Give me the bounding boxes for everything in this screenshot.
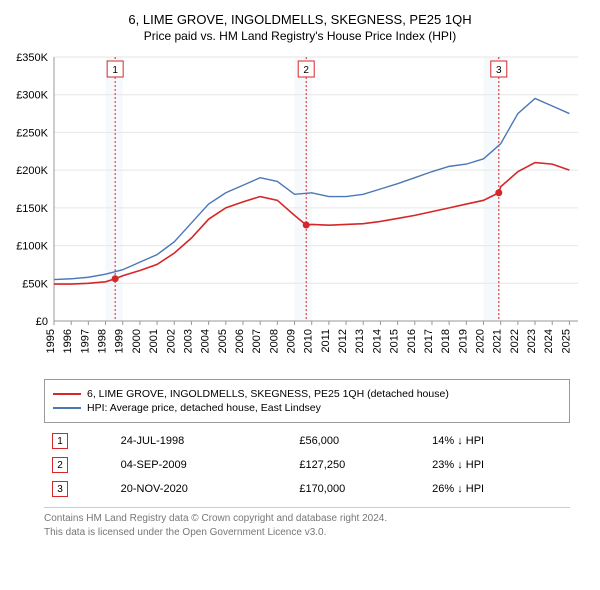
y-tick-label: £50K [22,278,48,290]
event-number-marker: 3 [52,481,68,497]
event-delta: 26% ↓ HPI [424,477,570,501]
x-tick-label: 2013 [354,329,366,353]
chart-title: 6, LIME GROVE, INGOLDMELLS, SKEGNESS, PE… [10,12,590,27]
legend-swatch [53,393,81,395]
year-band [484,57,501,321]
x-tick-label: 2011 [320,329,332,353]
year-band [295,57,312,321]
x-tick-label: 2006 [234,329,246,353]
y-tick-label: £200K [16,165,48,177]
x-tick-label: 2019 [457,329,469,353]
event-marker-label: 1 [112,65,118,76]
x-tick-label: 2012 [337,329,349,353]
x-tick-label: 2018 [440,329,452,353]
x-tick-label: 2014 [371,329,383,353]
y-tick-label: £100K [16,241,48,253]
x-tick-label: 1997 [79,329,91,353]
event-delta: 14% ↓ HPI [424,429,570,453]
x-tick-label: 2004 [200,329,212,353]
event-date: 04-SEP-2009 [113,453,292,477]
legend-label: 6, LIME GROVE, INGOLDMELLS, SKEGNESS, PE… [87,388,449,400]
x-tick-label: 2005 [217,329,229,353]
legend-label: HPI: Average price, detached house, East… [87,402,321,414]
x-tick-label: 2017 [423,329,435,353]
event-price: £127,250 [291,453,424,477]
attribution: Contains HM Land Registry data © Crown c… [44,507,570,540]
x-tick-label: 2025 [560,329,572,353]
legend-item: HPI: Average price, detached house, East… [53,402,561,414]
event-row: 1 24-JUL-1998£56,00014% ↓ HPI [44,429,570,453]
event-price: £56,000 [291,429,424,453]
x-tick-label: 2023 [526,329,538,353]
event-date: 24-JUL-1998 [113,429,292,453]
line-chart: £0 £50K £100K £150K £200K £250K £300K £350K 1995… [10,51,590,371]
event-marker-label: 3 [496,65,502,76]
chart-container: £0 £50K £100K £150K £200K £250K £300K £350K 1995… [10,51,590,371]
event-marker-label: 2 [303,65,309,76]
events-table: 1 24-JUL-1998£56,00014% ↓ HPI 2 04-SEP-2009… [44,429,570,501]
attribution-line: This data is licensed under the Open Gov… [44,526,570,540]
x-tick-label: 2000 [131,329,143,353]
y-tick-label: £0 [36,316,48,328]
x-tick-label: 1995 [45,329,57,353]
x-tick-label: 2009 [286,329,298,353]
series-marker [112,275,119,282]
x-tick-label: 2024 [543,329,555,353]
event-date: 20-NOV-2020 [113,477,292,501]
x-tick-label: 1998 [97,329,109,353]
x-tick-label: 2008 [268,329,280,353]
y-tick-label: £150K [16,203,48,215]
y-tick-label: £250K [16,127,48,139]
x-tick-label: 2001 [148,329,160,353]
x-tick-label: 2003 [182,329,194,353]
x-tick-label: 2021 [492,329,504,353]
event-price: £170,000 [291,477,424,501]
x-tick-label: 2022 [509,329,521,353]
x-tick-label: 2002 [165,329,177,353]
x-tick-label: 1996 [62,329,74,353]
y-tick-label: £300K [16,90,48,102]
x-tick-label: 2010 [303,329,315,353]
event-number-marker: 1 [52,433,68,449]
series-marker [495,189,502,196]
attribution-line: Contains HM Land Registry data © Crown c… [44,512,570,526]
legend-item: 6, LIME GROVE, INGOLDMELLS, SKEGNESS, PE… [53,388,561,400]
event-row: 2 04-SEP-2009£127,25023% ↓ HPI [44,453,570,477]
legend: 6, LIME GROVE, INGOLDMELLS, SKEGNESS, PE… [44,379,570,423]
y-tick-label: £350K [16,52,48,64]
series-marker [303,222,310,229]
x-tick-label: 2007 [251,329,263,353]
x-tick-label: 1999 [114,329,126,353]
legend-swatch [53,407,81,409]
event-row: 3 20-NOV-2020£170,00026% ↓ HPI [44,477,570,501]
event-delta: 23% ↓ HPI [424,453,570,477]
x-tick-label: 2016 [406,329,418,353]
x-tick-label: 2020 [475,329,487,353]
event-number-marker: 2 [52,457,68,473]
x-tick-label: 2015 [389,329,401,353]
chart-subtitle: Price paid vs. HM Land Registry's House … [10,29,590,43]
